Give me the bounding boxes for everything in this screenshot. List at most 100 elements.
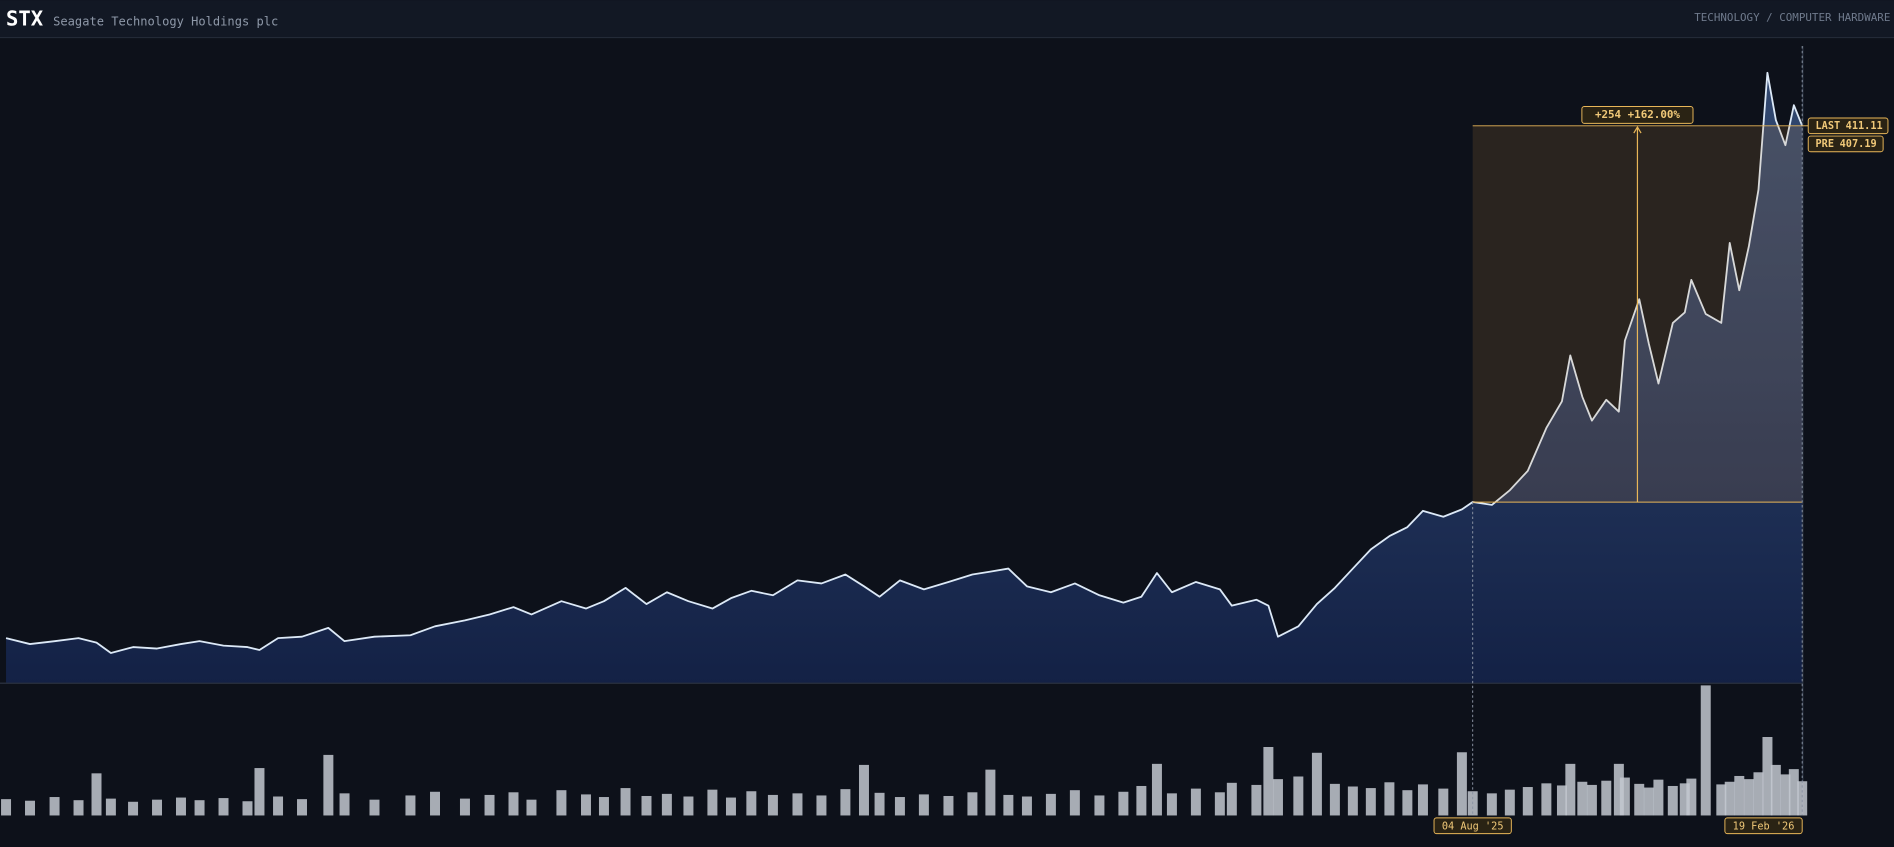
volume-bar [840, 789, 851, 816]
pre-badge [1807, 135, 1884, 153]
volume-bar [25, 800, 35, 816]
volume-bar [323, 754, 334, 816]
volume-bar [816, 795, 827, 816]
volume-bar [1586, 784, 1597, 816]
volume-bar [1417, 784, 1428, 816]
volume-bar [1565, 763, 1576, 816]
volume-bar [1601, 780, 1612, 816]
crosshair-label-box [1433, 817, 1512, 835]
volume-bar [128, 801, 139, 816]
volume-bar [105, 798, 116, 816]
volume-bar [49, 797, 60, 816]
volume-bar [1045, 793, 1056, 816]
volume-bar [1504, 789, 1515, 816]
last-badge-label: LAST [1815, 120, 1840, 132]
volume-bar [1263, 747, 1274, 816]
volume-bar [73, 800, 84, 816]
volume-bar [943, 795, 954, 816]
volume-bar [1613, 763, 1624, 816]
volume-bar [1743, 779, 1754, 816]
crosshair-label-box [1724, 817, 1803, 835]
volume-bar [1293, 776, 1304, 816]
volume-bar [459, 798, 470, 816]
volume-bar [858, 764, 869, 816]
volume-bar [1653, 779, 1664, 816]
volume-bar [725, 797, 736, 816]
volume-bar [767, 794, 778, 816]
volume-bar [792, 793, 803, 816]
symbol: STX [6, 6, 44, 30]
price-line [5, 71, 1804, 654]
volume-bar [339, 793, 350, 816]
pre-badge-value: 407.19 [1840, 138, 1877, 150]
volume-bar [1643, 787, 1654, 816]
volume-bar [297, 799, 307, 816]
volume-bar [1311, 752, 1322, 816]
volume-bar [1021, 796, 1032, 816]
volume-bar [746, 791, 757, 816]
volume-bar [1753, 772, 1764, 816]
crosshair-label: 19 Feb '26 [1733, 820, 1795, 832]
crosshair-label: 04 Aug '25 [1442, 820, 1504, 832]
volume-bar [1634, 783, 1645, 816]
volume-bar [1700, 685, 1711, 816]
volume-bar [985, 769, 996, 816]
volume-bar [218, 798, 229, 816]
volume-bar [405, 795, 416, 816]
volume-bar [1384, 782, 1395, 816]
volume-bar [556, 790, 567, 816]
sector: TECHNOLOGY / COMPUTER HARDWARE [1694, 11, 1890, 24]
volume-bar [91, 773, 102, 816]
volume-bar [1438, 788, 1449, 816]
volume-bar [1166, 793, 1177, 816]
volume-bar [620, 788, 631, 816]
last-badge [1807, 117, 1889, 135]
volume-bar [369, 799, 380, 816]
volume-bar [1541, 783, 1552, 816]
volume-bar [1190, 788, 1201, 816]
measure-label-box [1581, 105, 1694, 124]
volume-bar [1136, 785, 1147, 816]
volume-bar [661, 793, 672, 816]
volume-bar [1762, 736, 1773, 816]
volume-bar [430, 791, 440, 816]
volume-bar [1770, 764, 1781, 816]
volume-bar [580, 794, 591, 816]
volume-bar [1679, 783, 1690, 816]
volume-bar [1716, 784, 1727, 816]
volume-bar [1226, 782, 1237, 816]
volume-bar [194, 800, 205, 816]
company-name: Seagate Technology Holdings plc [53, 14, 278, 28]
volume-bar [1272, 779, 1283, 816]
price-area [6, 72, 1803, 683]
volume-bar [1686, 778, 1697, 816]
volume-bar [1667, 785, 1678, 816]
volume-bar [508, 792, 519, 816]
volume-bar [1, 799, 12, 816]
volume-bar [967, 792, 978, 816]
volume-bar [1522, 787, 1533, 816]
measure-label: +254 +162.00% [1595, 108, 1680, 121]
volume-bar [242, 801, 253, 816]
volume-bar [1251, 784, 1262, 816]
last-badge-value: 411.11 [1846, 120, 1883, 132]
volume-bar [1151, 763, 1162, 816]
volume-bar [1214, 792, 1225, 816]
volume-bar [273, 796, 284, 816]
volume-bar [1734, 775, 1745, 816]
volume-bar [1577, 781, 1588, 816]
volume-bar [1365, 788, 1376, 816]
volume-bar [683, 796, 694, 816]
volume-bar [641, 795, 652, 816]
volume-bar [175, 797, 186, 816]
measure-arrowhead [1633, 125, 1642, 134]
volume-bar [152, 799, 163, 816]
volume-bar [1780, 774, 1791, 816]
volume-bar [484, 794, 495, 816]
volume-bar [1069, 790, 1080, 816]
header-bar [0, 0, 1894, 38]
volume-bar [1724, 781, 1735, 816]
volume-bar [874, 792, 885, 816]
